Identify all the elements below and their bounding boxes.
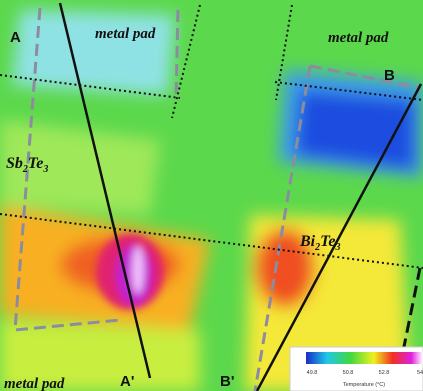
colorbar: Temperature (°C) 49.8 50.8 52.8 54	[290, 347, 423, 391]
formula-part: Te	[28, 155, 43, 172]
label-a: A	[10, 29, 21, 46]
colorbar-tick-label: 49.8	[307, 370, 318, 376]
metal-pad-label: metal pad	[95, 26, 156, 42]
colorbar-tick-label: 50.8	[343, 370, 354, 376]
colorbar-tick-label: 54	[417, 370, 423, 376]
colorbar-title: Temperature (°C)	[343, 382, 385, 388]
formula-part: Sb	[6, 155, 23, 172]
page: {"labels": {"a": "A", "a_prime": "A'", "…	[0, 0, 423, 391]
metal-pad-label: metal pad	[328, 30, 389, 46]
thermal-image: A A' B B' metal pad metal pad metal pad …	[0, 0, 423, 391]
label-a-prime: A'	[120, 373, 134, 390]
label-b: B	[384, 67, 395, 84]
formula-part: Te	[320, 233, 335, 250]
formula-sub: 3	[42, 164, 48, 175]
formula-sub: 3	[335, 242, 341, 253]
colorbar-scale	[306, 352, 423, 364]
colorbar-tick-label: 52.8	[379, 370, 390, 376]
metal-pad-label: metal pad	[4, 376, 65, 391]
label-b-prime: B'	[220, 373, 234, 390]
formula-part: Bi	[299, 233, 316, 250]
